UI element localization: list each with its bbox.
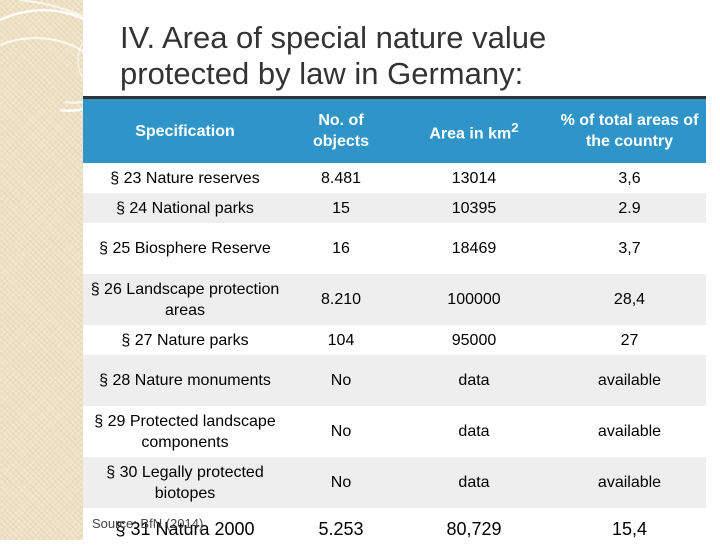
title-divider <box>83 96 706 99</box>
cell-percent: 27 <box>553 325 706 355</box>
cell-percent: 28,4 <box>553 274 706 325</box>
cell-percent: available <box>553 457 706 508</box>
table-row: § 28 Nature monuments No data available <box>83 355 706 406</box>
table-row: § 26 Landscape protection areas 8.210 10… <box>83 274 706 325</box>
table-row: § 25 Biosphere Reserve 16 18469 3,7 <box>83 223 706 274</box>
title-line-2: protected by law in Germany: <box>120 56 524 91</box>
header-specification: Specification <box>83 99 287 163</box>
cell-objects: 8.481 <box>287 163 395 193</box>
cell-area: data <box>395 355 553 406</box>
cell-area: data <box>395 406 553 457</box>
protected-areas-table: Specification No. of objects Area in km2… <box>83 99 706 550</box>
cell-objects: No <box>287 355 395 406</box>
cell-objects: 16 <box>287 223 395 274</box>
cell-objects: 15 <box>287 193 395 223</box>
cell-area: 13014 <box>395 163 553 193</box>
title-line-1: IV. Area of special nature value <box>120 20 547 55</box>
cell-spec: § 24 National parks <box>83 193 287 223</box>
header-area: Area in km2 <box>395 99 553 163</box>
slide-title: IV. Area of special nature value protect… <box>120 20 700 92</box>
cell-percent: 15,4 <box>553 508 706 550</box>
table-row: § 29 Protected landscape components No d… <box>83 406 706 457</box>
header-area-superscript: 2 <box>511 120 519 136</box>
cell-percent: 3,6 <box>553 163 706 193</box>
cell-spec: § 28 Nature monuments <box>83 355 287 406</box>
header-area-label: Area in km <box>429 125 512 143</box>
cell-percent: available <box>553 406 706 457</box>
cell-spec: § 30 Legally protected biotopes <box>83 457 287 508</box>
cell-objects: 5.253 <box>287 508 395 550</box>
cell-percent: 3,7 <box>553 223 706 274</box>
header-percent: % of total areas of the country <box>553 99 706 163</box>
cell-percent: 2.9 <box>553 193 706 223</box>
table-row: § 27 Nature parks 104 95000 27 <box>83 325 706 355</box>
cell-area: data <box>395 457 553 508</box>
cell-spec: § 27 Nature parks <box>83 325 287 355</box>
decorative-sidebar <box>0 0 83 540</box>
table-row: § 24 National parks 15 10395 2.9 <box>83 193 706 223</box>
table-row: § 30 Legally protected biotopes No data … <box>83 457 706 508</box>
cell-objects: No <box>287 457 395 508</box>
cell-percent: available <box>553 355 706 406</box>
cell-area: 18469 <box>395 223 553 274</box>
cell-area: 10395 <box>395 193 553 223</box>
header-objects: No. of objects <box>287 99 395 163</box>
cell-spec: § 25 Biosphere Reserve <box>83 223 287 274</box>
table-header-row: Specification No. of objects Area in km2… <box>83 99 706 163</box>
cell-area: 100000 <box>395 274 553 325</box>
cell-area: 95000 <box>395 325 553 355</box>
cell-objects: 104 <box>287 325 395 355</box>
cell-spec: § 23 Nature reserves <box>83 163 287 193</box>
cell-objects: No <box>287 406 395 457</box>
cell-objects: 8.210 <box>287 274 395 325</box>
cell-spec: § 29 Protected landscape components <box>83 406 287 457</box>
table-row: § 23 Nature reserves 8.481 13014 3,6 <box>83 163 706 193</box>
cell-spec: § 26 Landscape protection areas <box>83 274 287 325</box>
cell-area: 80,729 <box>395 508 553 550</box>
source-note: Source: BfN (2014) <box>92 516 204 531</box>
